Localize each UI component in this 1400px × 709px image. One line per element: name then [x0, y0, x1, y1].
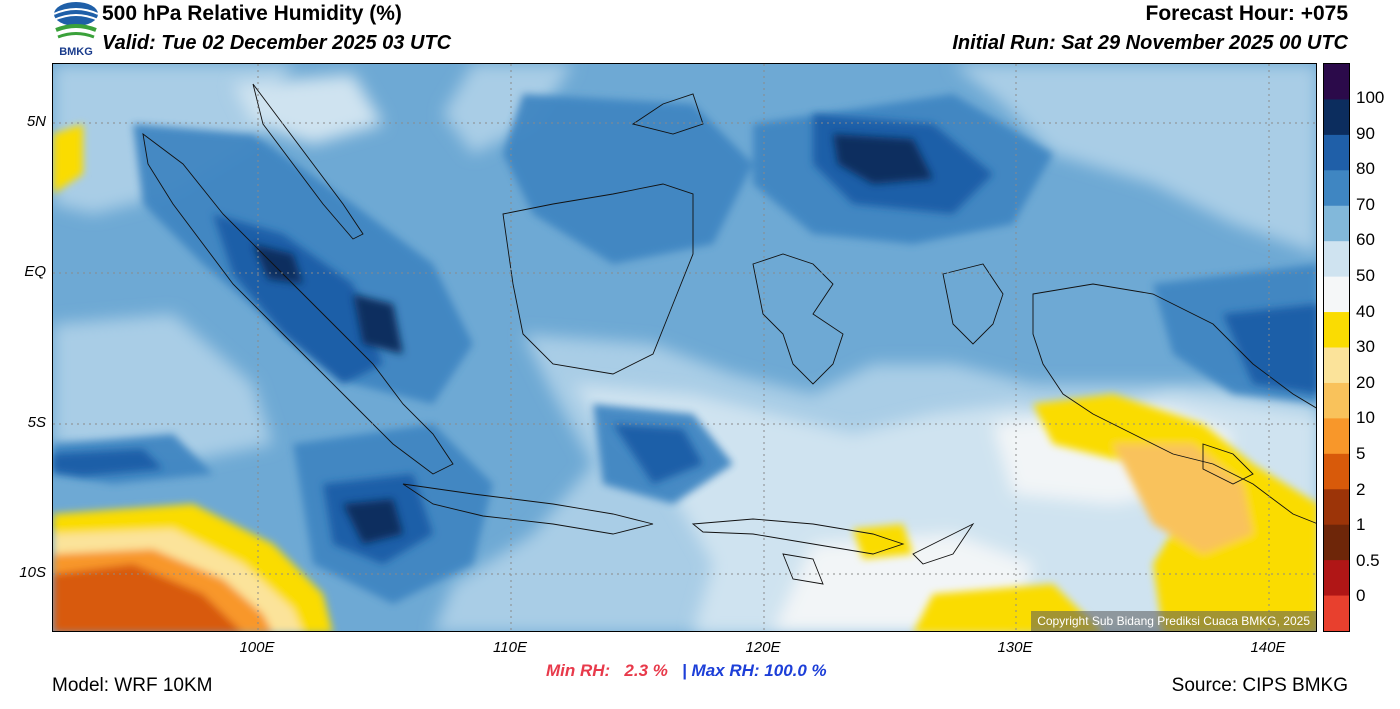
lat-label-5s: 5S	[27, 414, 46, 431]
copyright-notice: Copyright Sub Bidang Prediksi Cuaca BMKG…	[1031, 611, 1316, 631]
field-yellow-se	[1033, 394, 1316, 631]
colorbar-swatch	[1324, 276, 1349, 313]
colorbar-swatch	[1324, 560, 1349, 597]
colorbar-label-2: 2	[1356, 480, 1366, 499]
field-light-n	[443, 64, 573, 154]
colorbar-swatch	[1324, 524, 1349, 561]
field-yellow-nw	[53, 124, 83, 194]
field-darkest-celebes-sea	[833, 134, 933, 184]
colorbar-label-20: 20	[1356, 373, 1375, 392]
bmkg-logo	[50, 0, 102, 62]
lon-label-140e: 140E	[1250, 639, 1286, 656]
forecast-hour: Forecast Hour: +075	[1145, 2, 1349, 25]
colorbar-swatch	[1324, 205, 1349, 242]
field-light-w	[53, 314, 273, 464]
initial-run: Initial Run: Sat 29 November 2025 00 UTC	[952, 32, 1348, 54]
lon-label-100e: 100E	[239, 639, 275, 656]
stats-separator: |	[682, 661, 687, 680]
colorbar-label-5: 5	[1356, 444, 1366, 463]
colorbar-swatch	[1324, 595, 1349, 632]
colorbar-swatch	[1324, 99, 1349, 136]
coastlines	[142, 83, 1316, 585]
field-dark-banda	[613, 424, 703, 484]
colorbar-swatch	[1324, 347, 1349, 384]
colorbar-label-30: 30	[1356, 337, 1375, 356]
field-orange-se	[1113, 444, 1253, 554]
field-darkest-indian	[343, 499, 403, 544]
field-yellow-timor	[853, 524, 913, 559]
rh-stats: Min RH: 2.3 % | Max RH: 100.0 %	[546, 661, 827, 681]
colorbar-swatch	[1324, 453, 1349, 490]
colorbar-swatch	[1324, 489, 1349, 526]
field-darkorange-sw	[53, 564, 241, 631]
colorbar-swatch	[1324, 241, 1349, 278]
colorbar-swatches	[1324, 64, 1349, 632]
colorbar-label-40: 40	[1356, 302, 1375, 321]
field-darkest-malacca	[253, 244, 303, 284]
colorbar-label-50: 50	[1356, 266, 1375, 285]
field-dark-ocean-band	[53, 449, 163, 476]
logo-text: BMKG	[59, 46, 93, 58]
min-rh-value: 2.3 %	[624, 661, 668, 680]
map-canvas	[53, 64, 1316, 631]
lon-label-130e: 130E	[997, 639, 1033, 656]
lon-label-110e: 110E	[493, 639, 527, 656]
colorbar-label-80: 80	[1356, 159, 1375, 178]
colorbar-swatch	[1324, 418, 1349, 455]
colorbar	[1323, 63, 1350, 632]
colorbar-label-60: 60	[1356, 230, 1375, 249]
colorbar-swatch	[1324, 64, 1349, 100]
colorbar-label-10: 10	[1356, 408, 1375, 427]
chart-title: 500 hPa Relative Humidity (%)	[102, 2, 402, 25]
field-light-ne	[953, 64, 1316, 254]
min-rh-label: Min RH:	[546, 661, 611, 680]
humidity-map[interactable]	[52, 63, 1317, 632]
model-label: Model: WRF 10KM	[52, 675, 213, 696]
max-rh: Max RH: 100.0 %	[691, 661, 827, 680]
colorbar-label-1: 1	[1356, 515, 1366, 534]
lat-label-10s: 10S	[19, 564, 46, 581]
colorbar-swatch	[1324, 312, 1349, 348]
gridlines	[53, 64, 1316, 631]
field-darkest-sumatra	[353, 294, 403, 354]
lat-label-5n: 5N	[26, 113, 46, 130]
colorbar-swatch	[1324, 134, 1349, 171]
source-label: Source: CIPS BMKG	[1171, 675, 1348, 696]
colorbar-label-0-5: 0.5	[1356, 551, 1380, 570]
lat-label-eq: EQ	[24, 263, 46, 280]
colorbar-label-70: 70	[1356, 195, 1375, 214]
colorbar-label-100: 100	[1356, 88, 1385, 107]
colorbar-swatch	[1324, 170, 1349, 207]
field-dark-sumatra	[213, 214, 383, 384]
lon-label-120e: 120E	[745, 639, 781, 656]
colorbar-label-90: 90	[1356, 124, 1375, 143]
colorbar-swatch	[1324, 382, 1349, 419]
field-dark-papua	[1223, 304, 1316, 394]
colorbar-label-0: 0	[1356, 586, 1366, 605]
field-pale-n	[233, 74, 383, 144]
field-mid-borneo	[503, 94, 753, 264]
valid-time: Valid: Tue 02 December 2025 03 UTC	[102, 32, 452, 54]
